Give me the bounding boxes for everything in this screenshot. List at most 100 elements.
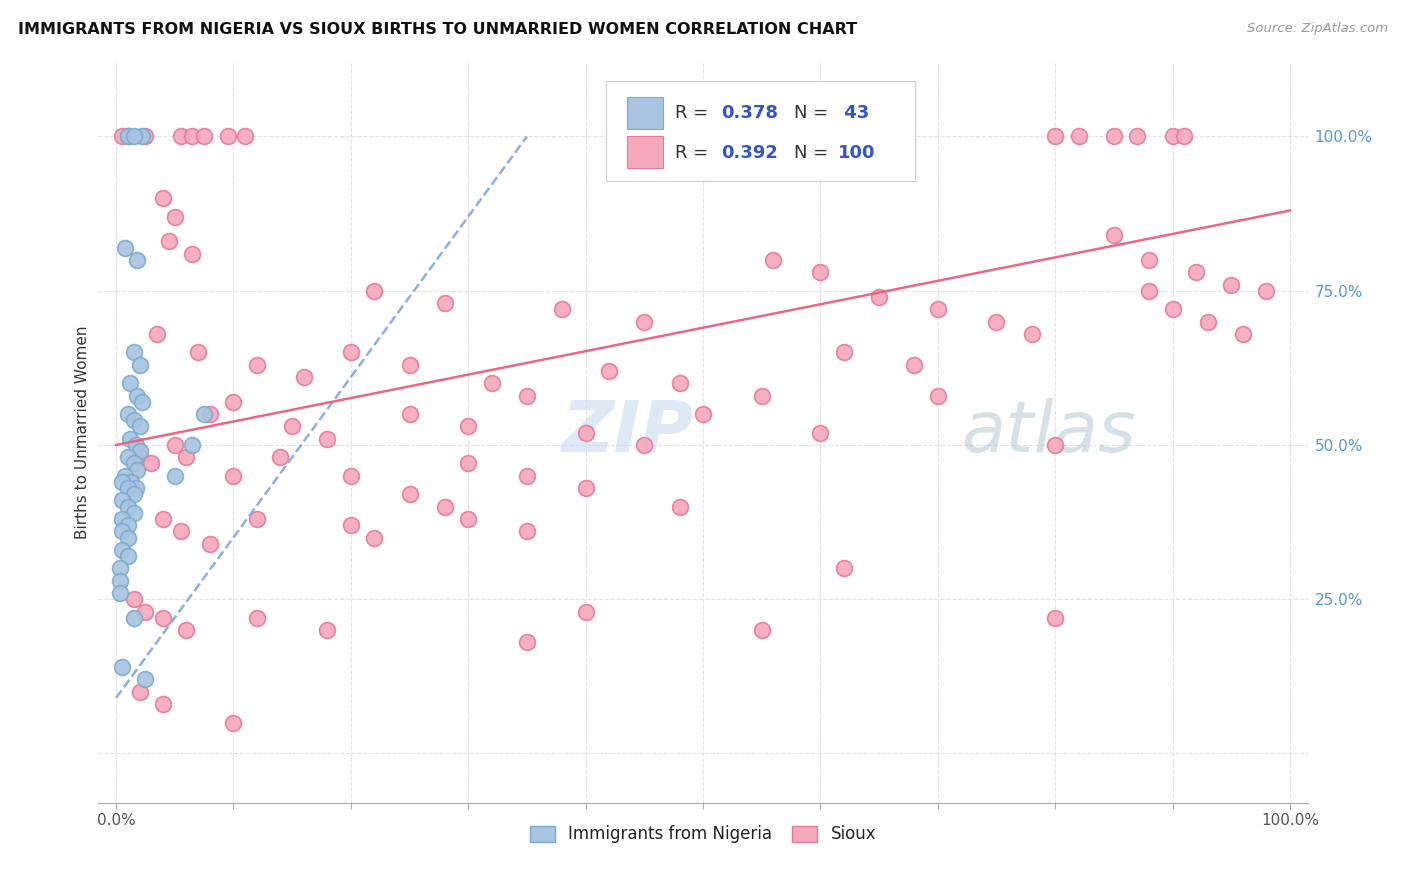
Point: [457, 457, 479, 471]
Point: [127, 389, 149, 403]
Point: [633, 438, 655, 452]
Point: [146, 326, 169, 341]
Point: [117, 129, 139, 144]
Point: [122, 345, 145, 359]
Point: [903, 358, 925, 372]
Point: [575, 605, 598, 619]
Point: [668, 376, 690, 391]
Point: [1102, 129, 1125, 144]
Point: [808, 425, 831, 440]
Point: [1161, 129, 1184, 144]
Text: N =: N =: [793, 103, 834, 122]
Point: [127, 252, 149, 267]
Point: [122, 506, 145, 520]
Point: [398, 487, 420, 501]
Point: [808, 265, 831, 279]
Point: [141, 457, 163, 471]
Point: [516, 468, 538, 483]
Point: [117, 481, 139, 495]
Point: [120, 376, 142, 391]
FancyBboxPatch shape: [627, 97, 664, 129]
Point: [363, 284, 385, 298]
Point: [108, 586, 131, 600]
Point: [751, 623, 773, 637]
Point: [114, 468, 136, 483]
Point: [246, 611, 269, 625]
Point: [169, 129, 191, 144]
Point: [1185, 265, 1208, 279]
Point: [152, 191, 174, 205]
Point: [1137, 284, 1160, 298]
Point: [117, 500, 139, 514]
Point: [187, 345, 209, 359]
Point: [181, 246, 204, 260]
Point: [316, 623, 339, 637]
Point: [281, 419, 304, 434]
Point: [246, 512, 269, 526]
Point: [269, 450, 291, 465]
Point: [762, 252, 785, 267]
Point: [457, 512, 479, 526]
Point: [117, 549, 139, 563]
Point: [111, 493, 134, 508]
Point: [125, 438, 148, 452]
Point: [575, 425, 598, 440]
Point: [233, 129, 256, 144]
Point: [1173, 129, 1195, 144]
Point: [481, 376, 503, 391]
Point: [1256, 284, 1278, 298]
Text: 43: 43: [838, 103, 870, 122]
Point: [1220, 277, 1243, 292]
Point: [117, 129, 139, 144]
Point: [128, 419, 150, 434]
Point: [551, 302, 574, 317]
Point: [176, 450, 198, 465]
Point: [633, 314, 655, 328]
FancyBboxPatch shape: [627, 136, 664, 169]
Point: [152, 611, 174, 625]
Point: [122, 592, 145, 607]
Point: [122, 413, 145, 427]
Point: [108, 574, 131, 588]
Point: [832, 561, 855, 575]
Point: [117, 518, 139, 533]
Point: [457, 419, 479, 434]
Point: [111, 524, 134, 539]
Point: [398, 358, 420, 372]
Point: [433, 296, 456, 310]
Point: [316, 432, 339, 446]
Text: 100: 100: [838, 144, 876, 161]
Point: [198, 536, 221, 550]
Point: [198, 407, 221, 421]
Point: [692, 407, 714, 421]
Point: [163, 468, 186, 483]
Point: [246, 358, 269, 372]
Legend: Immigrants from Nigeria, Sioux: Immigrants from Nigeria, Sioux: [523, 819, 883, 850]
Text: R =: R =: [675, 144, 714, 161]
Point: [668, 500, 690, 514]
Point: [131, 129, 153, 144]
Point: [193, 129, 215, 144]
Point: [222, 394, 245, 409]
Point: [134, 605, 156, 619]
Point: [398, 407, 420, 421]
Point: [340, 345, 363, 359]
Point: [127, 462, 149, 476]
Point: [1161, 302, 1184, 317]
Point: [157, 235, 180, 249]
Point: [122, 129, 145, 144]
Point: [363, 531, 385, 545]
Point: [120, 475, 142, 489]
Point: [193, 407, 215, 421]
Point: [134, 673, 156, 687]
Point: [122, 457, 145, 471]
Point: [433, 500, 456, 514]
Point: [832, 345, 855, 359]
Text: 0.378: 0.378: [721, 103, 778, 122]
Text: atlas: atlas: [962, 398, 1136, 467]
Point: [868, 290, 890, 304]
Point: [122, 611, 145, 625]
Point: [181, 438, 204, 452]
Point: [111, 475, 134, 489]
Point: [986, 314, 1008, 328]
